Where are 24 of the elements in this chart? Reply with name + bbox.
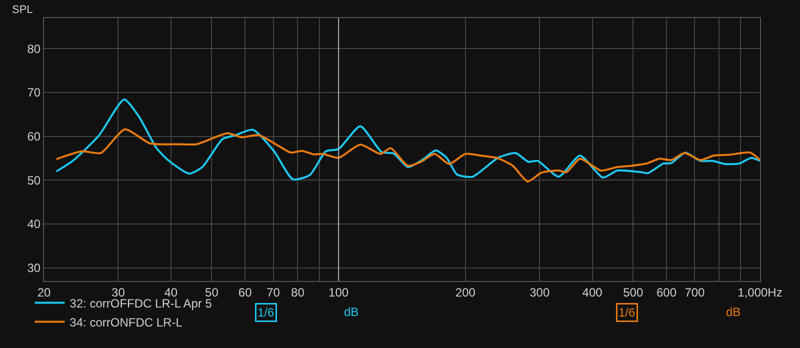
x-tick-label: 20 xyxy=(37,285,51,300)
x-tick-label: 700 xyxy=(684,285,706,300)
x-tick-label: 600 xyxy=(656,285,677,300)
y-tick-label: 50 xyxy=(27,173,41,188)
x-tick-label: 200 xyxy=(455,285,476,300)
x-tick-label: 70 xyxy=(266,285,280,300)
text: 1/6 xyxy=(618,306,636,320)
text: 1/6 xyxy=(258,306,275,320)
legend-label: 34: corrONFDC LR-L xyxy=(70,315,183,330)
y-tick-label: 40 xyxy=(27,217,41,232)
x-tick-label: 300 xyxy=(530,285,550,300)
text: dB xyxy=(344,305,359,319)
x-tick-label: 60 xyxy=(238,285,252,300)
y-tick-label: 30 xyxy=(27,261,41,276)
x-tick-label: 1,000Hz xyxy=(738,285,782,300)
y-tick-label: 60 xyxy=(27,130,41,144)
x-tick-label: 500 xyxy=(623,285,644,300)
x-tick-label: 400 xyxy=(582,285,603,300)
y-tick-label: 70 xyxy=(27,86,41,100)
x-tick-label: 80 xyxy=(291,285,305,300)
y-axis-title: SPL xyxy=(12,4,33,16)
x-tick-label: 100 xyxy=(328,285,349,300)
text: dB xyxy=(726,305,741,319)
y-tick-label: 80 xyxy=(27,42,41,56)
